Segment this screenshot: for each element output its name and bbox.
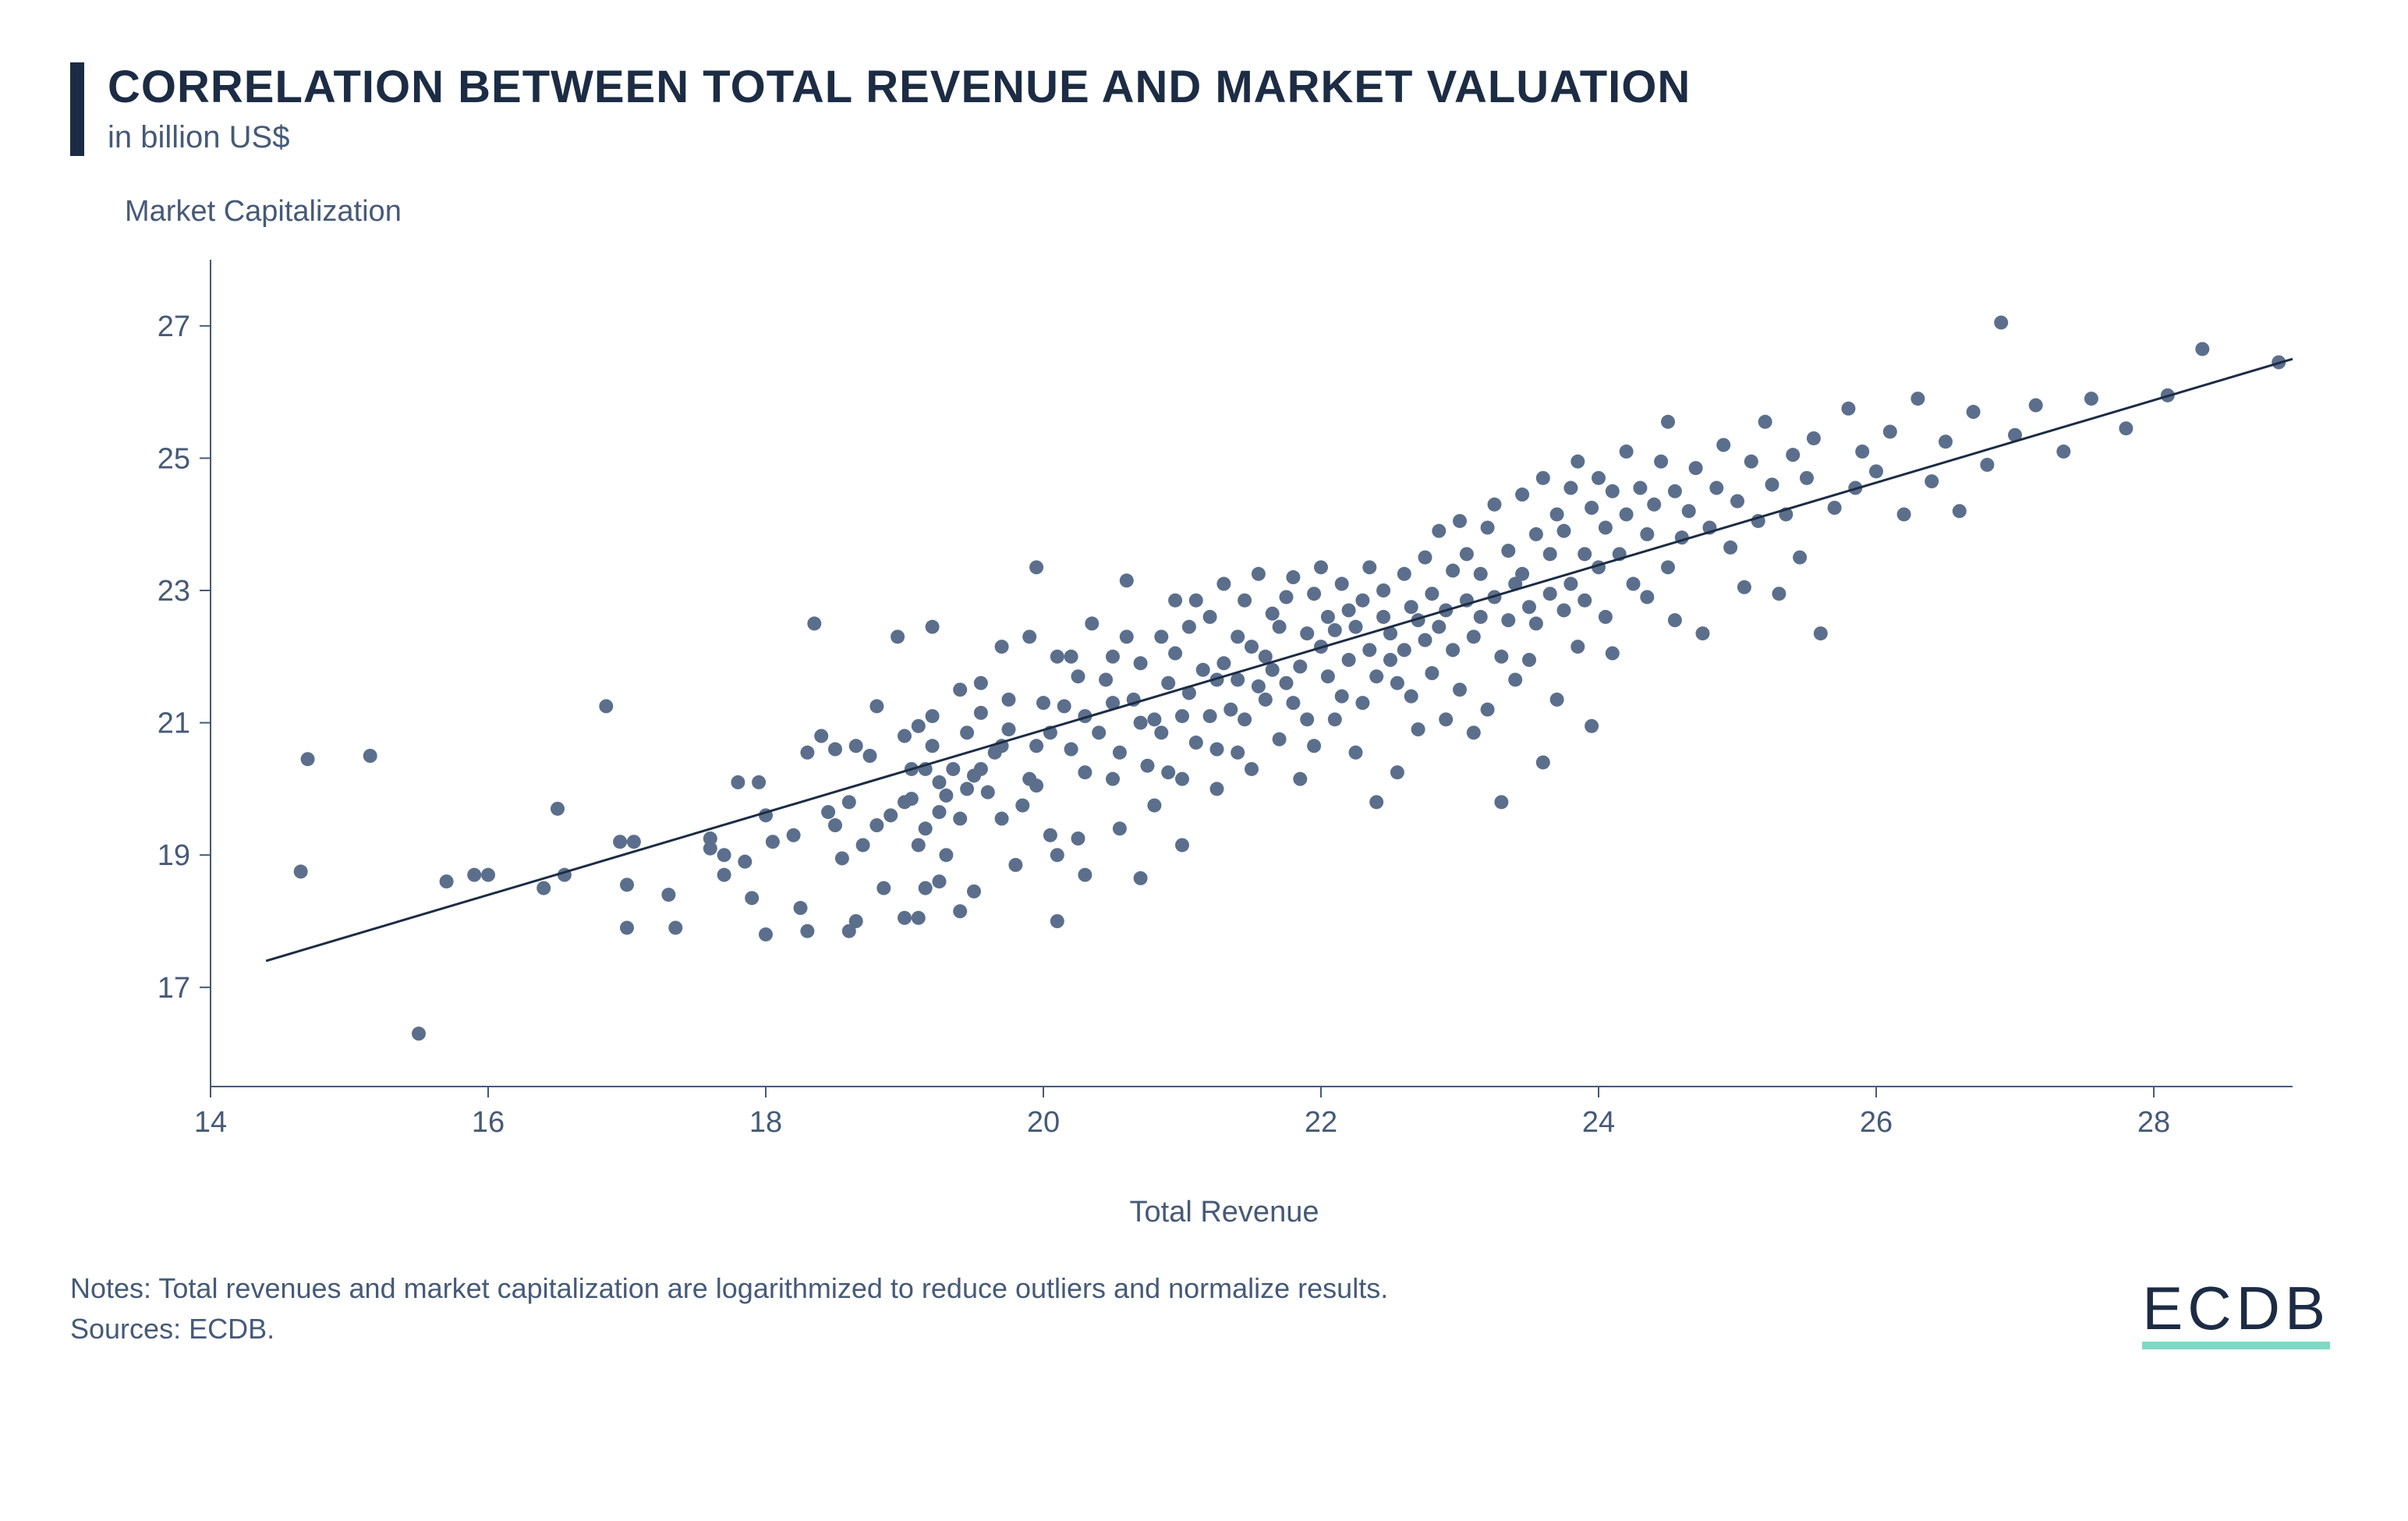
- svg-text:18: 18: [749, 1106, 782, 1139]
- svg-text:14: 14: [194, 1106, 227, 1139]
- svg-text:16: 16: [472, 1106, 505, 1139]
- x-axis-title: Total Revenue: [125, 1196, 2324, 1229]
- svg-text:28: 28: [2137, 1106, 2170, 1139]
- chart-area: 17 19 21 23 25 27 14 16 18 20 22 24 26 28: [125, 236, 2324, 1157]
- chart-title: CORRELATION BETWEEN TOTAL REVENUE AND MA…: [108, 62, 1691, 112]
- svg-text:19: 19: [158, 839, 190, 872]
- chart-subtitle: in billion US$: [108, 120, 1691, 155]
- footer: Notes: Total revenues and market capital…: [70, 1268, 2338, 1349]
- svg-text:25: 25: [158, 442, 190, 475]
- svg-text:26: 26: [1860, 1106, 1893, 1139]
- sources-line: Sources: ECDB.: [70, 1309, 1388, 1349]
- y-axis-title: Market Capitalization: [125, 195, 2338, 229]
- plot-wrapper: Market Capitalization 17 19 21 23 25 27 14 16 18…: [70, 195, 2338, 1229]
- notes-line: Notes: Total revenues and market capital…: [70, 1268, 1388, 1309]
- footer-notes: Notes: Total revenues and market capital…: [70, 1268, 1388, 1349]
- svg-text:21: 21: [158, 707, 190, 740]
- scatter-chart-svg: 17 19 21 23 25 27 14 16 18 20 22 24 26 28: [125, 236, 2324, 1157]
- title-block: CORRELATION BETWEEN TOTAL REVENUE AND MA…: [108, 62, 1691, 155]
- svg-text:17: 17: [158, 972, 190, 1005]
- ecdb-logo: ECDB: [2142, 1278, 2330, 1349]
- svg-text:20: 20: [1027, 1106, 1060, 1139]
- svg-text:22: 22: [1305, 1106, 1337, 1139]
- svg-text:27: 27: [158, 310, 190, 343]
- header: CORRELATION BETWEEN TOTAL REVENUE AND MA…: [70, 62, 2338, 156]
- svg-text:24: 24: [1582, 1106, 1615, 1139]
- svg-text:23: 23: [158, 575, 190, 608]
- title-accent-bar: [70, 62, 84, 156]
